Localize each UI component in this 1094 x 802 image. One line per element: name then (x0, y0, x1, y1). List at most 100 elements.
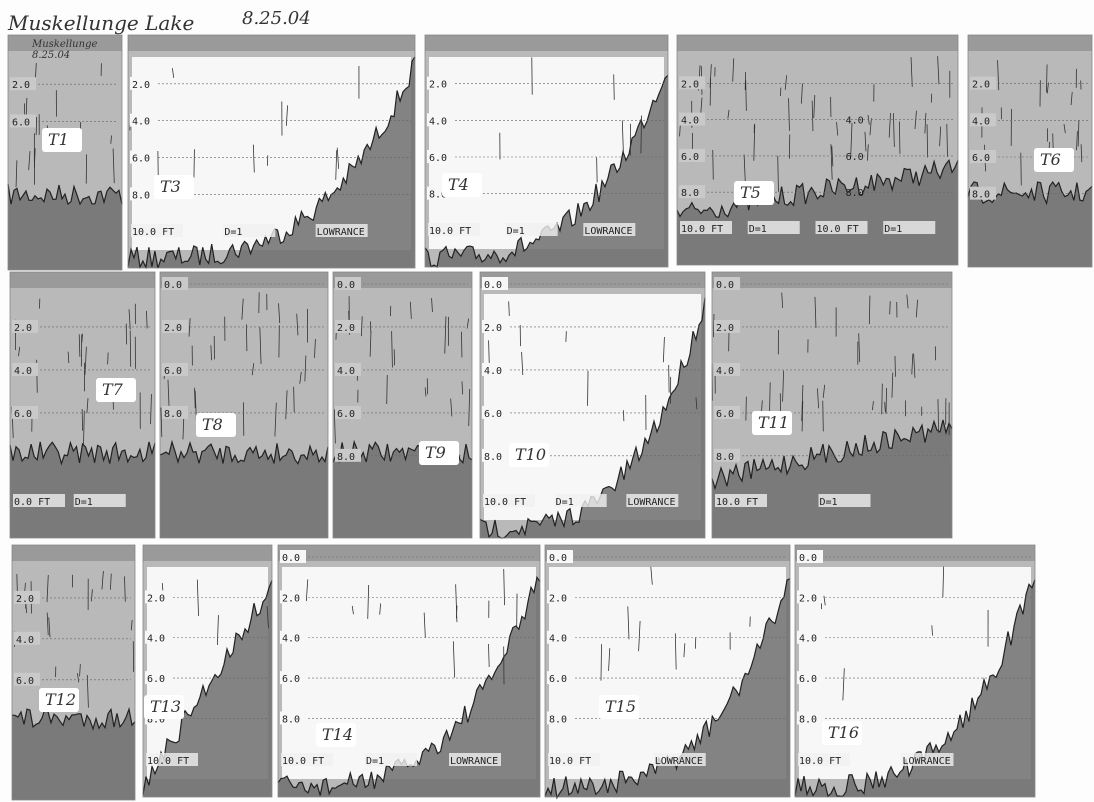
surface-band (10, 272, 155, 288)
surface-band (278, 545, 540, 561)
footer-label: D=1 (749, 224, 767, 235)
depth-label: 0.0 (337, 280, 355, 291)
depth-label: 0.0 (164, 280, 182, 291)
depth-label-right: 8.0 (846, 188, 864, 199)
depth-label: 6.0 (799, 674, 817, 685)
surface-band (545, 545, 790, 561)
depth-label: 4.0 (484, 366, 502, 377)
depth-label: 2.0 (147, 593, 165, 604)
footer-label: 10.0 FT (429, 226, 471, 237)
depth-label: 2.0 (16, 594, 34, 605)
transect-tag: T12 (45, 690, 76, 709)
sonar-panel: 2.04.06.08.0T6 (968, 35, 1092, 267)
depth-label: 0.0 (549, 553, 567, 564)
depth-label: 0.0 (799, 553, 817, 564)
footer-label: D=1 (556, 497, 574, 508)
depth-label: 6.0 (14, 409, 32, 420)
footer-label: D=1 (884, 224, 902, 235)
footer-label: 10.0 FT (132, 227, 174, 238)
footer-label: LOWRANCE (450, 756, 498, 767)
depth-label: 6.0 (549, 674, 567, 685)
transect-tag: T15 (605, 697, 636, 716)
footer-label: D=1 (366, 756, 384, 767)
transect-tag: T3 (160, 177, 181, 196)
footer-label: LOWRANCE (655, 756, 703, 767)
depth-label: 8.0 (164, 409, 182, 420)
depth-label: 8.0 (132, 190, 150, 201)
handwritten-note: 8.25.04 (32, 50, 70, 61)
transect-tag: T13 (150, 697, 181, 716)
transect-tag: T5 (740, 183, 761, 202)
transect-tag: T10 (515, 445, 546, 464)
transect-tag: T9 (425, 443, 446, 462)
depth-label: 6.0 (147, 674, 165, 685)
depth-label: 2.0 (972, 80, 990, 91)
echo-spike (601, 644, 602, 680)
depth-label: 4.0 (799, 634, 817, 645)
depth-label: 4.0 (14, 366, 32, 377)
echo-spike (713, 150, 714, 180)
echo-spike (890, 301, 891, 314)
echo-spike (108, 352, 109, 364)
transect-tag: T14 (322, 725, 353, 744)
footer-label: LOWRANCE (627, 497, 675, 508)
depth-label: 8.0 (337, 452, 355, 463)
page: {"header": {"title": "Muskellunge Lake",… (0, 0, 1094, 802)
depth-label: 2.0 (14, 323, 32, 334)
depth-label: 6.0 (12, 117, 30, 128)
depth-label: 0.0 (484, 280, 502, 291)
transect-tag: T7 (102, 380, 124, 399)
surface-band (712, 272, 952, 288)
depth-label: 2.0 (681, 79, 699, 90)
depth-label: 2.0 (429, 80, 447, 91)
depth-label: 6.0 (716, 409, 734, 420)
footer-label: 10.0 FT (549, 756, 591, 767)
echo-spike (387, 375, 388, 404)
depth-label: 4.0 (681, 116, 699, 127)
footer-label: D=1 (507, 226, 525, 237)
sonar-panel: 2.04.06.0T12 (12, 545, 135, 800)
echo-spike (597, 157, 598, 182)
footer-label: 10.0 FT (147, 756, 189, 767)
footer-label: LOWRANCE (584, 226, 632, 237)
depth-label: 2.0 (12, 80, 30, 91)
depth-label: 0.0 (282, 553, 300, 564)
echo-spike (899, 121, 900, 153)
depth-label: 4.0 (16, 635, 34, 646)
depth-label: 8.0 (549, 714, 567, 725)
surface-band (968, 35, 1092, 51)
sonar-panel: 2.04.06.08.010.0 FTT13 (143, 545, 272, 797)
transect-tag: T6 (1040, 150, 1061, 169)
depth-label: 2.0 (132, 80, 150, 91)
footer-label: 10.0 FT (799, 756, 841, 767)
depth-label: 0.0 (716, 280, 734, 291)
footer-label: D=1 (820, 497, 838, 508)
echo-spike (746, 397, 747, 421)
surface-band (480, 272, 705, 288)
echo-spike (614, 74, 615, 99)
echo-spike (130, 330, 131, 366)
footer-label: D=1 (75, 497, 93, 508)
depth-label: 8.0 (972, 190, 990, 201)
depth-label: 4.0 (337, 366, 355, 377)
handwritten-note: Muskellunge (31, 39, 97, 50)
depth-label: 6.0 (484, 409, 502, 420)
depth-label: 6.0 (164, 366, 182, 377)
echo-spike (823, 401, 824, 432)
sonar-panel: 0.02.04.06.08.010.0 FTD=1T11 (712, 272, 952, 538)
transect-tag: T16 (828, 723, 859, 742)
surface-band (143, 545, 272, 561)
footer-label: 10.0 FT (282, 756, 324, 767)
depth-label: 8.0 (282, 714, 300, 725)
depth-label: 2.0 (282, 593, 300, 604)
sheet-title: Muskellunge Lake (7, 11, 194, 35)
depth-label: 8.0 (484, 452, 502, 463)
surface-band (425, 35, 668, 51)
transect-tag: T11 (758, 413, 789, 432)
depth-label: 4.0 (147, 634, 165, 645)
footer-label: 10.0 FT (817, 224, 859, 235)
